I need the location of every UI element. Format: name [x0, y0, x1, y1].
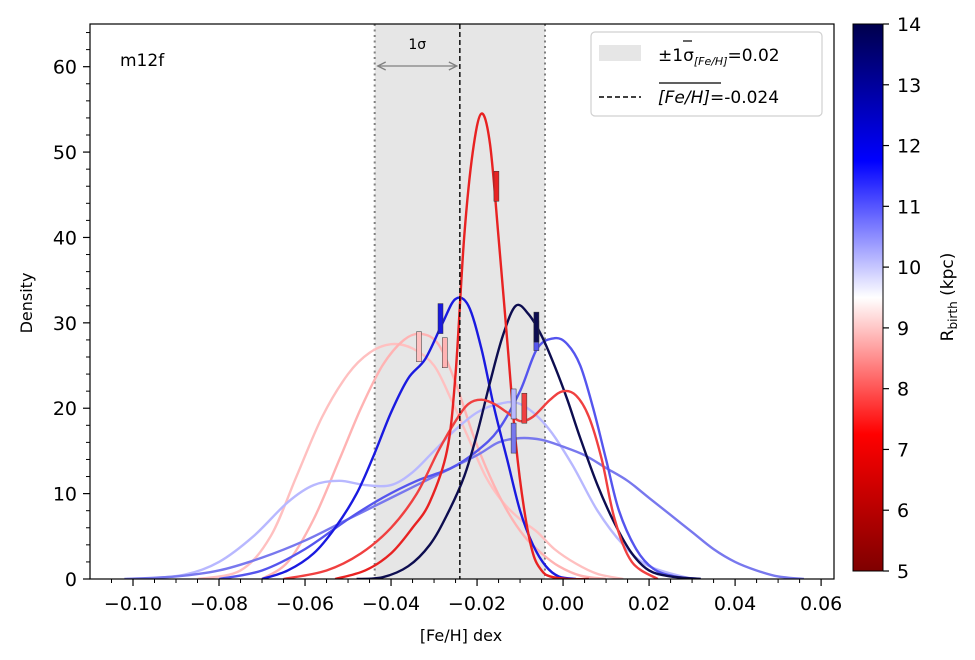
series-curve-8	[283, 389, 659, 579]
colorbar-tick-label: 14	[897, 14, 921, 36]
colorbar-bar	[852, 23, 884, 572]
legend-mean-label: [Fe/H]=-0.024	[658, 88, 779, 108]
colorbar-tick-label: 10	[897, 257, 921, 279]
series-marker-9	[493, 170, 500, 202]
x-tick-label: −0.06	[276, 593, 334, 615]
x-tick-label: −0.02	[448, 593, 506, 615]
series-curve-1	[197, 342, 624, 579]
legend-band-swatch	[599, 45, 641, 61]
colorbar-tick-label: 7	[897, 439, 909, 461]
series-marker-1	[416, 331, 422, 363]
series-curve-3	[141, 400, 693, 579]
y-tick-label: 40	[53, 227, 77, 249]
colorbar-tick-label: 5	[897, 561, 909, 583]
x-tick-label: 0.02	[628, 593, 670, 615]
y-axis-label: Density	[17, 273, 36, 334]
x-tick-label: −0.04	[362, 593, 420, 615]
x-tick-label: 0.00	[542, 593, 584, 615]
panel-label: m12f	[120, 51, 165, 71]
x-tick-label: 0.06	[800, 593, 842, 615]
colorbar-tick-label: 12	[897, 136, 921, 158]
legend-box	[590, 31, 823, 117]
series-curve-6	[261, 296, 577, 579]
y-tick-label: 0	[65, 569, 77, 591]
colorbar: 5 6 7 8 9 10 11 12 13 14 Rbirth (kpc)	[852, 14, 960, 583]
legend-band-label: ±1σ[Fe/H]=0.02	[658, 46, 780, 68]
colorbar-label: Rbirth (kpc)	[938, 253, 960, 342]
x-tick-label: 0.04	[714, 593, 756, 615]
colorbar-tick-label: 11	[897, 196, 921, 218]
series-curve-9	[334, 112, 589, 579]
colorbar-tick-label: 8	[897, 379, 909, 401]
colorbar-ticks: 5 6 7 8 9 10 11 12 13 14	[883, 14, 921, 583]
colorbar-tick-label: 13	[897, 75, 921, 97]
y-tick-label: 10	[53, 484, 77, 506]
y-tick-label: 20	[53, 398, 77, 420]
series-marker-3	[510, 388, 517, 420]
y-tick-label: 30	[53, 313, 77, 335]
sigma-arrow	[376, 61, 459, 71]
x-tick-label: −0.08	[190, 593, 248, 615]
series-curve-4	[124, 436, 805, 579]
series-marker-7	[533, 311, 540, 343]
x-tick-label: −0.10	[104, 593, 162, 615]
plot-frame	[89, 23, 835, 580]
series-marker-2	[442, 337, 448, 368]
y-axis: 0 10 20 30 40 50 60	[53, 32, 90, 591]
x-axis: −0.10 −0.08 −0.06 −0.04 −0.02 0.00 0.02 0.04 0.0…	[104, 579, 842, 615]
colorbar-tick-label: 9	[897, 318, 909, 340]
legend: ±1σ[Fe/H]=0.02 [Fe/H]=-0.024	[590, 31, 823, 117]
y-tick-label: 50	[53, 142, 77, 164]
y-tick-label: 60	[53, 57, 77, 79]
series-layer	[124, 112, 805, 579]
x-axis-label: [Fe/H] dex	[420, 626, 502, 645]
series-marker-6	[437, 303, 444, 334]
colorbar-tick-label: 6	[897, 500, 909, 522]
sigma-arrow-label: 1σ	[408, 37, 426, 53]
series-curve-7	[356, 303, 701, 579]
series-marker-8	[521, 392, 528, 424]
series-marker-4	[510, 422, 517, 454]
